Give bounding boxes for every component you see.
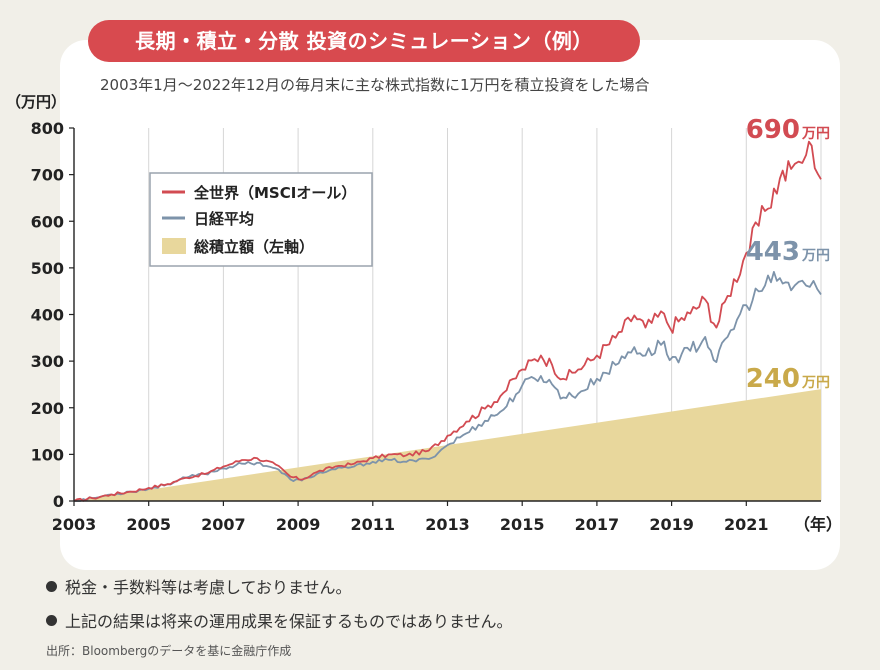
legend-label: 全世界（MSCIオール） (193, 184, 356, 202)
y-tick-label: 700 (31, 166, 64, 185)
bullet-icon (46, 581, 57, 592)
y-tick-label: 600 (31, 212, 64, 231)
x-tick-label: 2009 (276, 515, 321, 534)
note-text: 税金・手数料等は考慮しておりません。 (65, 578, 352, 597)
series-area-total (74, 389, 821, 501)
legend-box (149, 172, 373, 267)
x-tick-label: 2013 (425, 515, 470, 534)
y-tick-label: 100 (31, 445, 64, 464)
bullet-icon (46, 615, 57, 626)
y-tick-label: 0 (53, 492, 64, 511)
end-unit-label: 万円 (801, 248, 830, 264)
y-axis-unit: （万円） (6, 93, 66, 111)
note-item: 上記の結果は将来の運用成果を保証するものではありません。 (46, 608, 513, 632)
y-tick-label: 500 (31, 259, 64, 278)
legend-swatch (162, 238, 186, 254)
x-tick-label: 2019 (649, 515, 694, 534)
x-tick-label: 2003 (52, 515, 97, 534)
note-text: 上記の結果は将来の運用成果を保証するものではありません。 (65, 612, 513, 631)
chart-title: 長期・積立・分散 投資のシミュレーション（例） (88, 20, 640, 62)
end-unit-label: 万円 (801, 126, 830, 142)
end-value-label: 690 (746, 115, 800, 145)
end-value-label: 443 (746, 237, 800, 267)
x-tick-label: 2015 (500, 515, 545, 534)
legend-label: 日経平均 (194, 210, 254, 228)
y-tick-label: 200 (31, 399, 64, 418)
series-line-world (73, 140, 822, 502)
source-note: 出所：Bloombergのデータを基に金融庁作成 (46, 644, 292, 658)
end-unit-label: 万円 (801, 375, 830, 391)
end-value-label: 240 (746, 364, 800, 394)
chart-subtitle: 2003年1月〜2022年12月の毎月末に主な株式指数に1万円を積立投資をした場… (100, 76, 650, 94)
note-item: 税金・手数料等は考慮しておりません。 (46, 574, 352, 598)
x-axis-unit: （年） (794, 515, 842, 534)
x-tick-label: 2005 (126, 515, 171, 534)
y-tick-label: 300 (31, 352, 64, 371)
x-tick-label: 2007 (201, 515, 246, 534)
y-tick-label: 800 (31, 119, 64, 138)
y-tick-label: 400 (31, 306, 64, 325)
x-tick-label: 2011 (351, 515, 396, 534)
x-tick-label: 2021 (724, 515, 769, 534)
x-tick-label: 2017 (575, 515, 620, 534)
legend-label: 総積立額（左軸） (194, 238, 314, 256)
